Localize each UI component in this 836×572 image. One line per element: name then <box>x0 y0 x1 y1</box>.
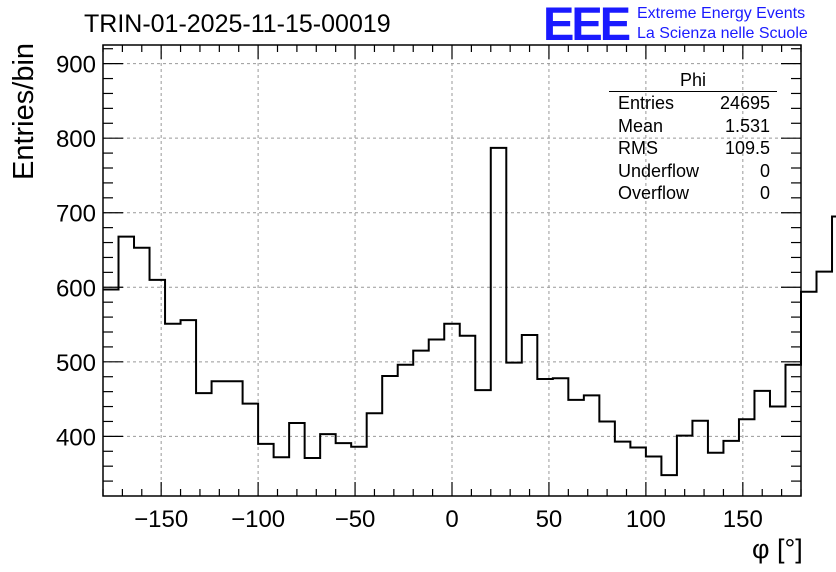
histogram-bin <box>615 442 631 496</box>
x-tick-label: 150 <box>723 506 763 533</box>
histogram-bin <box>522 335 538 496</box>
histogram-bin <box>817 272 833 496</box>
stats-row: Mean 1.531 <box>609 115 777 138</box>
histogram-bin <box>770 407 786 496</box>
stats-title: Phi <box>609 70 777 92</box>
x-tick-label: 50 <box>536 506 563 533</box>
histogram-bin <box>723 441 739 496</box>
grid-lines <box>103 45 801 496</box>
y-tick-label: 400 <box>56 424 96 451</box>
histogram-bin <box>243 404 259 496</box>
histogram-bars <box>103 146 836 496</box>
stats-value: 1.531 <box>724 115 770 136</box>
histogram-bin <box>599 421 615 496</box>
histogram-bin <box>506 363 522 496</box>
stats-row: Underflow 0 <box>609 160 777 183</box>
x-tick-label: 100 <box>626 506 666 533</box>
y-tick-label: 500 <box>56 350 96 377</box>
stats-row: Entries 24695 <box>609 92 777 115</box>
histogram-bin <box>692 421 708 496</box>
histogram-bin <box>584 395 600 496</box>
histogram-bin <box>475 390 491 496</box>
stats-value: 24695 <box>719 93 770 113</box>
histogram-bin <box>553 378 569 496</box>
stats-label: Mean <box>618 115 664 136</box>
histogram-bin <box>429 339 445 496</box>
y-tick-label: 800 <box>56 126 96 153</box>
eee-logo: EEE <box>543 0 631 50</box>
stats-value: 0 <box>759 160 770 181</box>
histogram-bin <box>661 475 677 496</box>
stats-label: Overflow <box>618 183 690 203</box>
histogram-bin <box>165 324 181 496</box>
stats-row: RMS 109.5 <box>609 137 777 160</box>
histogram-bin <box>630 448 646 496</box>
axis-ticks <box>102 45 802 496</box>
y-axis-label: Entries/bin <box>8 42 40 180</box>
x-tick-label: 0 <box>445 506 458 533</box>
histogram-bin <box>196 393 212 496</box>
stats-label: RMS <box>618 138 658 158</box>
histogram-bin <box>646 456 662 496</box>
stats-value: 109.5 <box>724 138 770 158</box>
histogram-bin <box>413 351 429 496</box>
histogram-bin <box>537 379 553 496</box>
histogram-bin <box>181 320 197 496</box>
histogram-bin <box>336 443 352 496</box>
x-tick-label: −100 <box>231 506 285 533</box>
histogram-outline <box>103 146 836 477</box>
stats-box: Phi Entries 24695 Mean 1.531 RMS 109.5 Unde… <box>609 70 777 205</box>
histogram-bin <box>274 457 290 496</box>
histogram-bin <box>708 453 724 496</box>
histogram-bin <box>305 458 321 496</box>
histogram-bin <box>754 391 770 496</box>
histogram-bin <box>227 381 243 496</box>
stats-value: 0 <box>759 183 770 203</box>
histogram-bin <box>258 444 274 496</box>
histogram-bin <box>212 381 228 496</box>
histogram-bin <box>320 434 336 496</box>
histogram-bin <box>398 365 414 496</box>
stats-label: Entries <box>618 93 675 113</box>
histogram-bin <box>351 447 367 496</box>
histogram-bin <box>444 324 460 496</box>
y-tick-label: 600 <box>56 275 96 302</box>
chart-title: TRIN-01-2025-11-15-00019 <box>84 10 391 38</box>
histogram-bin <box>367 413 383 496</box>
stats-row: Overflow 0 <box>609 182 777 205</box>
histogram-bin <box>568 400 584 496</box>
tick-labels: −150 −100 −50 0 50 100 150 400 500 600 700 800 900 <box>56 52 763 533</box>
histogram-bin <box>134 248 150 496</box>
histogram-bin <box>491 148 507 496</box>
histogram-bin <box>739 419 755 496</box>
eee-logo-line1: Extreme Energy Events <box>637 5 806 22</box>
histogram-bin <box>103 290 119 496</box>
x-tick-label: −150 <box>134 506 188 533</box>
histogram-bin <box>382 376 398 496</box>
histogram-bin <box>460 336 476 496</box>
x-axis-label: φ [°] <box>752 534 803 564</box>
histogram-bin <box>677 436 693 496</box>
histogram-bin <box>150 280 166 496</box>
y-tick-label: 700 <box>56 201 96 228</box>
histogram-bin <box>785 365 801 496</box>
stats-label: Underflow <box>618 160 700 181</box>
histogram-bin <box>289 423 305 496</box>
eee-logo-line2: La Scienza nelle Scuole <box>637 25 808 42</box>
y-tick-label: 900 <box>56 52 96 79</box>
x-tick-label: −50 <box>335 506 376 533</box>
histogram-bin <box>119 237 135 496</box>
histogram-bin <box>801 292 817 496</box>
